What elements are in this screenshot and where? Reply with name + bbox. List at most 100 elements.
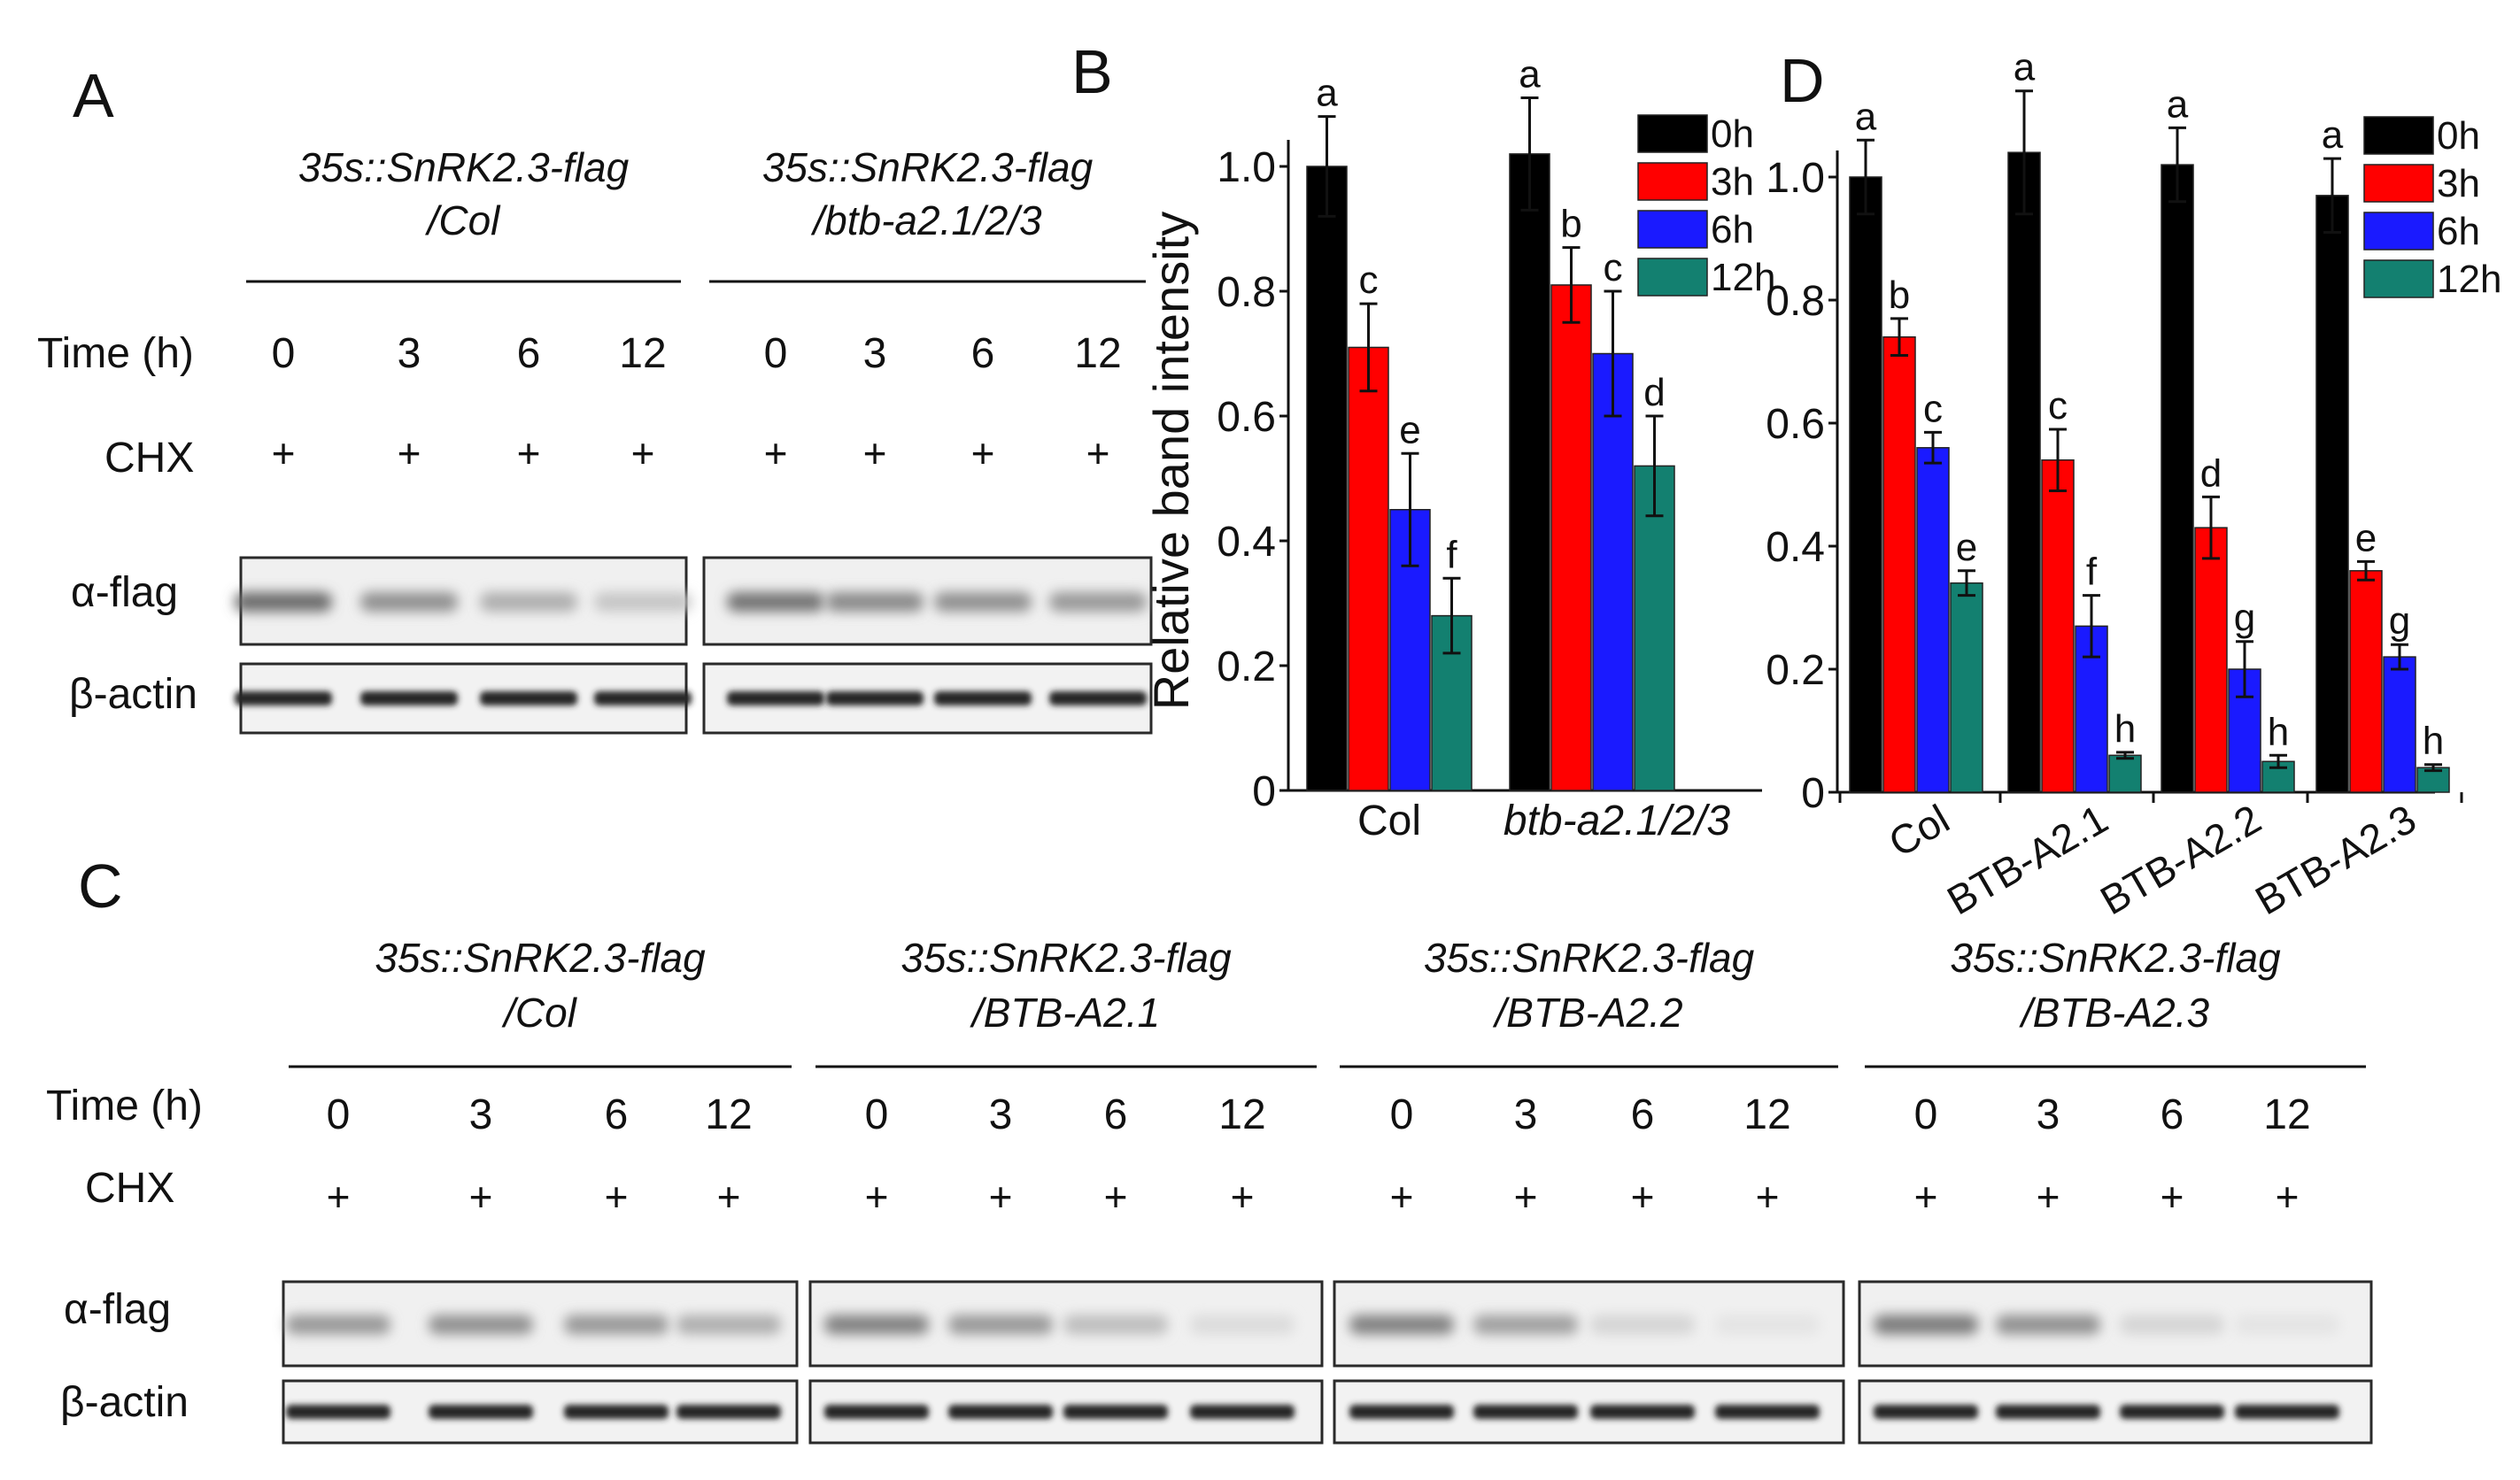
- c-time-2-3: 12: [1743, 1091, 1790, 1138]
- a-time-0-3: 12: [619, 330, 666, 377]
- flag-label-c: α-flag: [64, 1286, 171, 1333]
- c-chx-2-3: +: [1756, 1174, 1780, 1220]
- c-background-2: /BTB-A2.2: [1492, 990, 1682, 1036]
- a-time-0-1: 3: [398, 330, 421, 377]
- c-flag-band-3-3: [2235, 1314, 2339, 1335]
- panel-letter-b: B: [1071, 37, 1113, 106]
- y-tick-label: 0.4: [1217, 519, 1276, 566]
- c-chx-3-1: +: [2037, 1174, 2060, 1220]
- y-tick-label: 0.8: [1217, 269, 1276, 316]
- a-chx-1-0: +: [764, 430, 788, 476]
- significance-letter: a: [1519, 52, 1541, 96]
- legend-label: 6h: [1711, 208, 1754, 251]
- c-actin-band-0-3: [676, 1405, 781, 1419]
- a-chx-1-3: +: [1086, 430, 1110, 476]
- a-actin-band-0-2: [480, 691, 577, 705]
- legend-label: 3h: [2437, 162, 2480, 205]
- legend-swatch: [2363, 259, 2434, 298]
- time-label-c: Time (h): [46, 1083, 203, 1129]
- c-flag-band-2-3: [1715, 1314, 1820, 1335]
- legend-label: 6h: [2437, 210, 2480, 253]
- bar: [1306, 166, 1348, 791]
- significance-letter: h: [2268, 710, 2289, 753]
- a-chx-0-1: +: [398, 430, 421, 476]
- significance-letter: a: [1316, 72, 1338, 115]
- significance-letter: c: [1359, 258, 1379, 302]
- a-time-0-0: 0: [272, 330, 296, 377]
- c-flag-band-0-1: [429, 1314, 533, 1335]
- a-chx-0-3: +: [631, 430, 655, 476]
- a-background-1: /btb-a2.1/2/3: [810, 197, 1042, 243]
- c-construct-0: 35s::SnRK2.3-flag: [375, 935, 706, 981]
- a-actin-band-0-0: [235, 691, 332, 705]
- c-actin-band-2-2: [1590, 1405, 1695, 1419]
- bar: [2349, 570, 2383, 793]
- c-actin-band-1-0: [824, 1405, 929, 1419]
- legend-swatch: [2363, 212, 2434, 251]
- c-actin-band-3-0: [1874, 1405, 1978, 1419]
- bar: [1849, 176, 1882, 793]
- bar: [2315, 195, 2349, 793]
- a-construct-0: 35s::SnRK2.3-flag: [298, 144, 630, 190]
- panel-letter-c: C: [78, 852, 123, 921]
- c-chx-3-0: +: [1914, 1174, 1938, 1220]
- significance-letter: c: [1923, 387, 1943, 430]
- c-time-3-2: 6: [2161, 1091, 2184, 1138]
- bar: [1916, 447, 1950, 793]
- c-chx-1-2: +: [1104, 1174, 1128, 1220]
- significance-letter: g: [2389, 599, 2410, 643]
- c-actin-band-1-2: [1063, 1405, 1168, 1419]
- c-flag-band-1-0: [824, 1314, 929, 1335]
- c-actin-band-0-1: [429, 1405, 533, 1419]
- significance-letter: f: [2086, 551, 2098, 594]
- y-tick-label: 0.6: [1217, 394, 1276, 441]
- bar: [2041, 459, 2075, 793]
- y-tick-label: 1.0: [1766, 155, 1825, 202]
- significance-letter: d: [2200, 451, 2222, 495]
- y-tick-label: 1.0: [1217, 144, 1276, 191]
- significance-letter: e: [1399, 408, 1420, 451]
- a-chx-0-2: +: [517, 430, 541, 476]
- a-time-1-3: 12: [1074, 330, 1121, 377]
- panel-a-blots: 35s::SnRK2.3-flag/Col0+3+6+12+35s::SnRK2…: [235, 144, 1153, 735]
- c-actin-band-3-2: [2120, 1405, 2224, 1419]
- a-time-1-0: 0: [764, 330, 788, 377]
- y-tick-label: 0.8: [1766, 278, 1825, 325]
- y-tick-label: 0: [1252, 768, 1276, 815]
- significance-letter: e: [1956, 526, 1977, 569]
- significance-letter: c: [2048, 384, 2068, 428]
- category-label: btb-a2.1/2/3: [1503, 798, 1731, 844]
- c-chx-1-3: +: [1231, 1174, 1255, 1220]
- category-label: BTB-A2.3: [2247, 796, 2423, 924]
- c-chx-1-1: +: [989, 1174, 1013, 1220]
- c-flag-band-1-1: [948, 1314, 1053, 1335]
- a-actin-band-0-3: [594, 691, 692, 705]
- a-flag-band-1-1: [826, 592, 924, 612]
- c-flag-band-1-2: [1063, 1314, 1168, 1335]
- actin-label-c: β-actin: [60, 1379, 189, 1426]
- bar: [2007, 151, 2041, 793]
- panel-letter-d: D: [1780, 46, 1825, 115]
- a-actin-band-1-1: [826, 691, 924, 705]
- significance-letter: b: [1560, 203, 1581, 246]
- legend-label: 12h: [1711, 256, 1775, 299]
- c-construct-2: 35s::SnRK2.3-flag: [1424, 935, 1755, 981]
- c-background-1: /BTB-A2.1: [970, 990, 1160, 1036]
- bar: [1348, 346, 1389, 791]
- legend-swatch: [1637, 210, 1708, 249]
- legend-swatch: [2363, 164, 2434, 203]
- c-actin-band-2-1: [1473, 1405, 1578, 1419]
- c-time-1-0: 0: [865, 1091, 889, 1138]
- c-time-2-2: 6: [1631, 1091, 1655, 1138]
- bar: [1509, 153, 1550, 791]
- c-time-2-1: 3: [1514, 1091, 1538, 1138]
- c-actin-band-3-3: [2235, 1405, 2339, 1419]
- bar: [1592, 352, 1634, 791]
- a-actin-band-0-1: [360, 691, 458, 705]
- legend-swatch: [1637, 114, 1708, 153]
- c-actin-band-0-2: [564, 1405, 669, 1419]
- c-actin-band-1-1: [948, 1405, 1053, 1419]
- y-axis-title: Relative band intensity: [1143, 212, 1199, 710]
- c-flag-band-2-1: [1473, 1314, 1578, 1335]
